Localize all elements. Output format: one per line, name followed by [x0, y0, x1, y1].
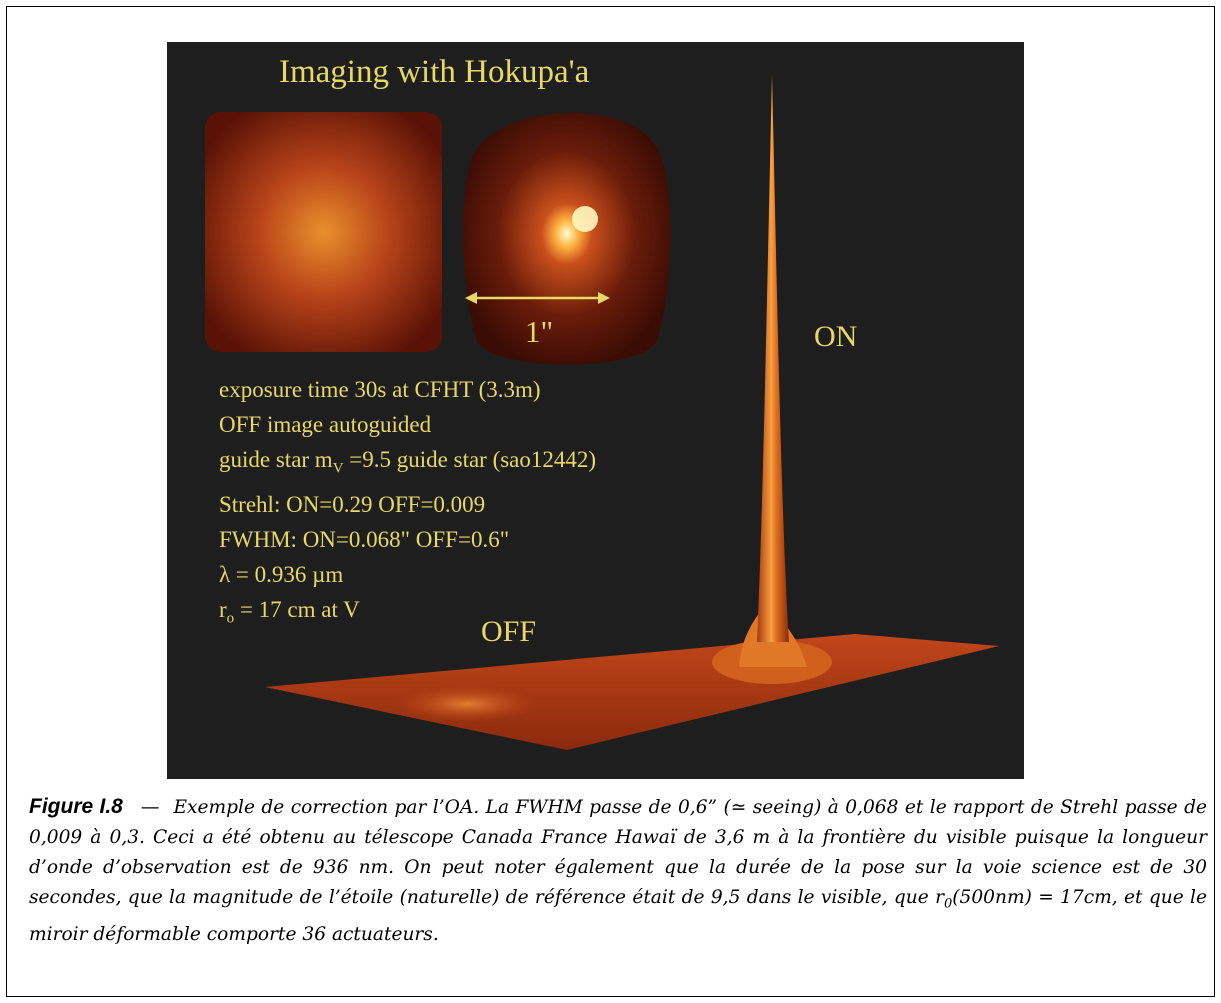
psf-surface — [265, 634, 999, 750]
off-image — [205, 112, 442, 352]
figure-frame: Imaging with Hokupa'a 1" ON OFF exposure… — [6, 6, 1215, 997]
figure-graphic — [205, 74, 999, 750]
info-line-guide-star: guide star mV =9.5 guide star (sao12442) — [219, 442, 596, 487]
caption-text: Exemple de correction par l’OA. La FWHM … — [29, 797, 1207, 908]
guide-star-text: guide star m — [219, 447, 333, 472]
info-line-fwhm: FWHM: ON=0.068" OFF=0.6" — [219, 526, 510, 552]
r0-value: = 17 cm at V — [234, 596, 360, 622]
caption-sub: 0 — [943, 896, 953, 912]
figure-caption: Figure I.8 — Exemple de correction par l’O… — [29, 792, 1207, 950]
on-spike — [757, 74, 789, 642]
info-line-exposure: exposure time 30s at CFHT (3.3m) — [219, 377, 541, 402]
r0-sub: o — [226, 610, 235, 627]
r0-text: r — [219, 596, 227, 622]
caption-label: Figure I.8 — [29, 795, 123, 818]
off-label: OFF — [481, 615, 537, 648]
info-line-wavelength: λ = 0.936 µm — [219, 561, 344, 587]
caption-dash: — — [140, 797, 160, 818]
on-image — [462, 113, 671, 365]
info-line-r0: ro = 17 cm at V — [219, 592, 596, 637]
off-bump — [397, 686, 537, 722]
info-line-autoguided: OFF image autoguided — [219, 412, 432, 437]
scale-label: 1" — [525, 314, 554, 349]
figure-info: exposure time 30s at CFHT (3.3m) OFF ima… — [219, 372, 596, 636]
on-label: ON — [814, 320, 858, 353]
caption-text-2: (500nm) = 17cm, et que le miroir déforma… — [29, 887, 1207, 945]
figure-title: Imaging with Hokupa'a — [279, 54, 590, 90]
figure-image: Imaging with Hokupa'a 1" ON OFF exposure… — [167, 42, 1024, 779]
info-line-strehl: Strehl: ON=0.29 OFF=0.009 — [219, 491, 486, 517]
guide-star-sub: V — [332, 460, 344, 477]
guide-star-value: =9.5 guide star (sao12442) — [343, 447, 597, 472]
